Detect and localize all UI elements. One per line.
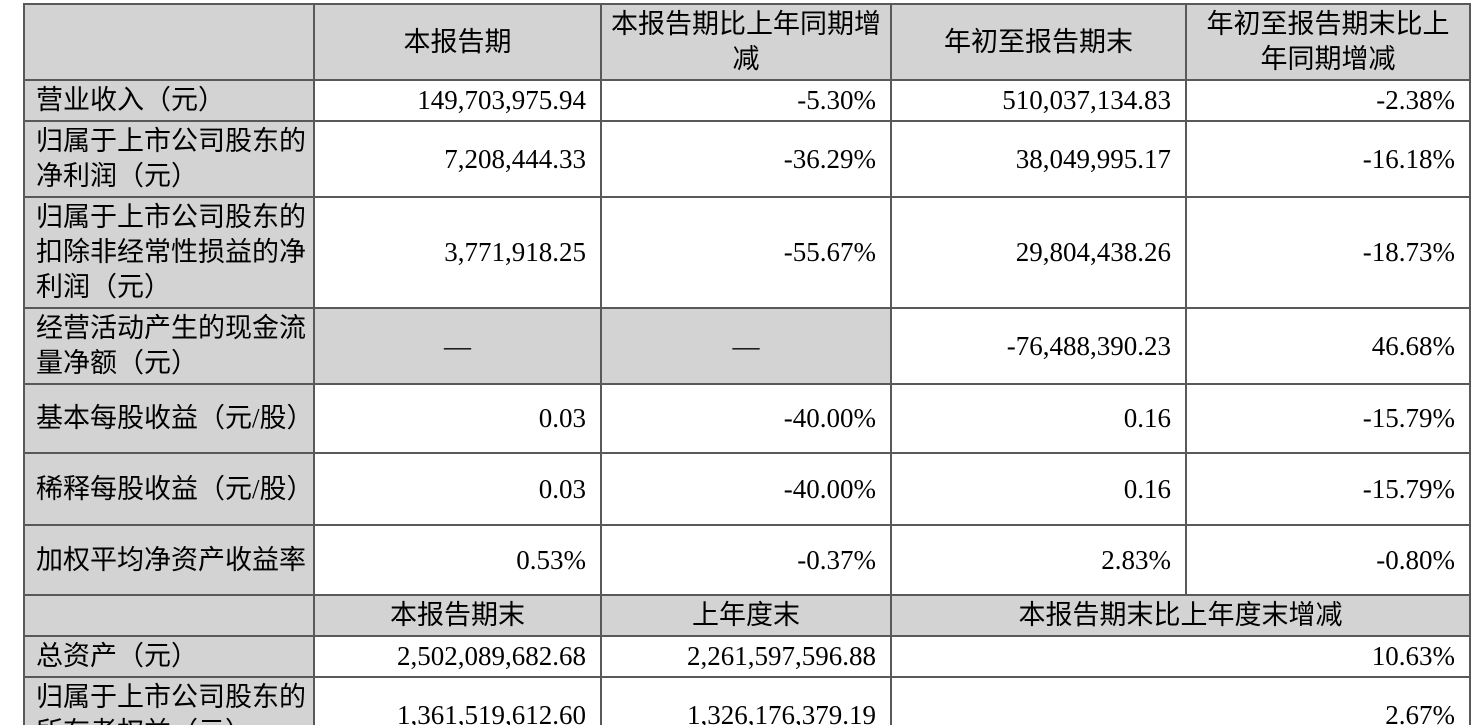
table-row-shareholders-equity: 归属于上市公司股东的所有者权益（元） 1,361,519,612.60 1,32… xyxy=(23,676,1471,725)
financial-summary-table: 本报告期 本报告期比上年同期增减 年初至报告期末 年初至报告期末比上年同期增减 … xyxy=(23,3,1471,725)
cell-total-assets-end-of-period: 2,502,089,682.68 xyxy=(313,635,602,678)
cell-deducted-net-profit-ytd-yoy: -18.73% xyxy=(1185,196,1471,309)
row-label-operating-cash-flow: 经营活动产生的现金流量净额（元） xyxy=(23,307,315,385)
cell-basic-eps-ytd-yoy: -15.79% xyxy=(1185,383,1471,454)
cell-basic-eps-current: 0.03 xyxy=(313,383,602,454)
cell-revenue-ytd: 510,037,134.83 xyxy=(890,79,1187,122)
cell-basic-eps-ytd: 0.16 xyxy=(890,383,1187,454)
header-current-period: 本报告期 xyxy=(313,3,602,81)
cell-net-profit-ytd-yoy: -16.18% xyxy=(1185,120,1471,198)
cell-shareholders-equity-end-of-period: 1,361,519,612.60 xyxy=(313,676,602,725)
cell-shareholders-equity-end-of-last-year: 1,326,176,379.19 xyxy=(600,676,892,725)
cell-diluted-eps-current-yoy: -40.00% xyxy=(600,452,892,526)
cell-operating-cash-flow-ytd: -76,488,390.23 xyxy=(890,307,1187,385)
cell-revenue-current-yoy: -5.30% xyxy=(600,79,892,122)
table-row-operating-cash-flow: 经营活动产生的现金流量净额（元） — — -76,488,390.23 46.6… xyxy=(23,307,1471,385)
row-label-revenue: 营业收入（元） xyxy=(23,79,315,122)
cell-revenue-ytd-yoy: -2.38% xyxy=(1185,79,1471,122)
cell-operating-cash-flow-current-yoy: — xyxy=(600,307,892,385)
table-row-deducted-net-profit: 归属于上市公司股东的扣除非经常性损益的净利润（元） 3,771,918.25 -… xyxy=(23,196,1471,309)
cell-weighted-avg-roe-ytd: 2.83% xyxy=(890,524,1187,596)
cell-weighted-avg-roe-ytd-yoy: -0.80% xyxy=(1185,524,1471,596)
header-ytd-yoy-change: 年初至报告期末比上年同期增减 xyxy=(1185,3,1471,81)
row-label-net-profit: 归属于上市公司股东的净利润（元） xyxy=(23,120,315,198)
cell-revenue-current: 149,703,975.94 xyxy=(313,79,602,122)
table-row-revenue: 营业收入（元） 149,703,975.94 -5.30% 510,037,13… xyxy=(23,79,1471,122)
row-label-shareholders-equity: 归属于上市公司股东的所有者权益（元） xyxy=(23,676,315,725)
cell-operating-cash-flow-current: — xyxy=(313,307,602,385)
cell-total-assets-end-of-last-year: 2,261,597,596.88 xyxy=(600,635,892,678)
cell-diluted-eps-current: 0.03 xyxy=(313,452,602,526)
header-current-period-yoy-change: 本报告期比上年同期增减 xyxy=(600,3,892,81)
cell-deducted-net-profit-current-yoy: -55.67% xyxy=(600,196,892,309)
sub-header-row: 本报告期末 上年度末 本报告期末比上年度末增减 xyxy=(23,594,1471,637)
cell-deducted-net-profit-ytd: 29,804,438.26 xyxy=(890,196,1187,309)
header-empty-cell xyxy=(23,3,315,81)
sub-header-end-of-last-year: 上年度末 xyxy=(600,594,892,637)
header-row: 本报告期 本报告期比上年同期增减 年初至报告期末 年初至报告期末比上年同期增减 xyxy=(23,3,1471,81)
row-label-diluted-eps: 稀释每股收益（元/股） xyxy=(23,452,315,526)
table-row-total-assets: 总资产（元） 2,502,089,682.68 2,261,597,596.88… xyxy=(23,635,1471,678)
cell-operating-cash-flow-ytd-yoy: 46.68% xyxy=(1185,307,1471,385)
cell-net-profit-current-yoy: -36.29% xyxy=(600,120,892,198)
sub-header-period-end-vs-last-year-end: 本报告期末比上年度末增减 xyxy=(890,594,1471,637)
cell-shareholders-equity-change: 2.67% xyxy=(890,676,1471,725)
table-row-diluted-eps: 稀释每股收益（元/股） 0.03 -40.00% 0.16 -15.79% xyxy=(23,452,1471,526)
table-row-basic-eps: 基本每股收益（元/股） 0.03 -40.00% 0.16 -15.79% xyxy=(23,383,1471,454)
header-ytd: 年初至报告期末 xyxy=(890,3,1187,81)
row-label-deducted-net-profit: 归属于上市公司股东的扣除非经常性损益的净利润（元） xyxy=(23,196,315,309)
table-row-weighted-avg-roe: 加权平均净资产收益率 0.53% -0.37% 2.83% -0.80% xyxy=(23,524,1471,596)
cell-deducted-net-profit-current: 3,771,918.25 xyxy=(313,196,602,309)
row-label-weighted-avg-roe: 加权平均净资产收益率 xyxy=(23,524,315,596)
cell-weighted-avg-roe-current: 0.53% xyxy=(313,524,602,596)
cell-net-profit-ytd: 38,049,995.17 xyxy=(890,120,1187,198)
cell-diluted-eps-ytd: 0.16 xyxy=(890,452,1187,526)
cell-total-assets-change: 10.63% xyxy=(890,635,1471,678)
row-label-total-assets: 总资产（元） xyxy=(23,635,315,678)
cell-basic-eps-current-yoy: -40.00% xyxy=(600,383,892,454)
cell-net-profit-current: 7,208,444.33 xyxy=(313,120,602,198)
cell-diluted-eps-ytd-yoy: -15.79% xyxy=(1185,452,1471,526)
cell-weighted-avg-roe-current-yoy: -0.37% xyxy=(600,524,892,596)
table-row-net-profit: 归属于上市公司股东的净利润（元） 7,208,444.33 -36.29% 38… xyxy=(23,120,1471,198)
sub-header-end-of-period: 本报告期末 xyxy=(313,594,602,637)
row-label-basic-eps: 基本每股收益（元/股） xyxy=(23,383,315,454)
sub-header-empty-cell xyxy=(23,594,315,637)
